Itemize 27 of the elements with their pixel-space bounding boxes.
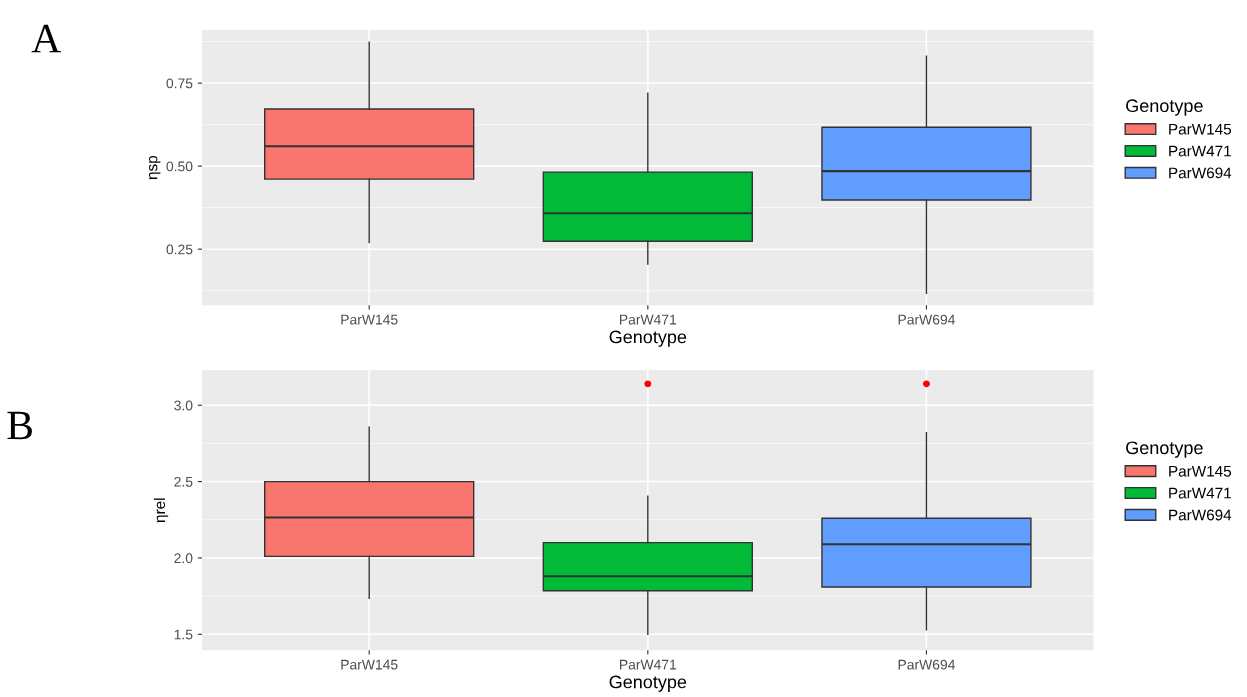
legend-label: ParW694 [1169, 167, 1232, 179]
y-tick-label: 2.0 [174, 553, 193, 564]
legend-label: ParW145 [1169, 123, 1232, 135]
y-tick-label: 2.5 [174, 476, 193, 487]
x-tick-label: ParW694 [898, 314, 955, 325]
x-axis-title: Genotype [609, 330, 687, 347]
legend-title: Genotype [1126, 99, 1203, 116]
y-tick-label: 0.25 [166, 244, 193, 255]
legend-label: ParW471 [1169, 145, 1231, 157]
legend-label: ParW694 [1169, 509, 1232, 521]
x-tick-label: ParW471 [620, 659, 677, 670]
legend-label: ParW145 [1169, 465, 1232, 477]
x-tick-label: ParW145 [341, 659, 398, 670]
x-tick-label: ParW145 [341, 314, 398, 325]
legend-title: Genotype [1126, 441, 1203, 458]
y-tick-label: 1.5 [174, 629, 193, 640]
legend-label: ParW471 [1169, 487, 1231, 499]
y-axis-title: ηrel [153, 498, 169, 523]
text: B [7, 411, 32, 440]
x-axis-title: Genotype [609, 675, 687, 692]
y-tick-label: 3.0 [174, 400, 193, 411]
y-tick-label: 0.50 [166, 161, 193, 172]
x-tick-label: ParW471 [620, 314, 677, 325]
chart-title: A [31, 24, 61, 53]
y-axis-title: ηsp [149, 155, 161, 180]
y-tick-label: 0.75 [166, 78, 193, 89]
x-tick-label: ParW694 [898, 659, 955, 670]
